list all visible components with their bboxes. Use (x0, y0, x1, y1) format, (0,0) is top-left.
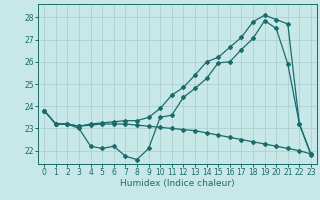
X-axis label: Humidex (Indice chaleur): Humidex (Indice chaleur) (120, 179, 235, 188)
